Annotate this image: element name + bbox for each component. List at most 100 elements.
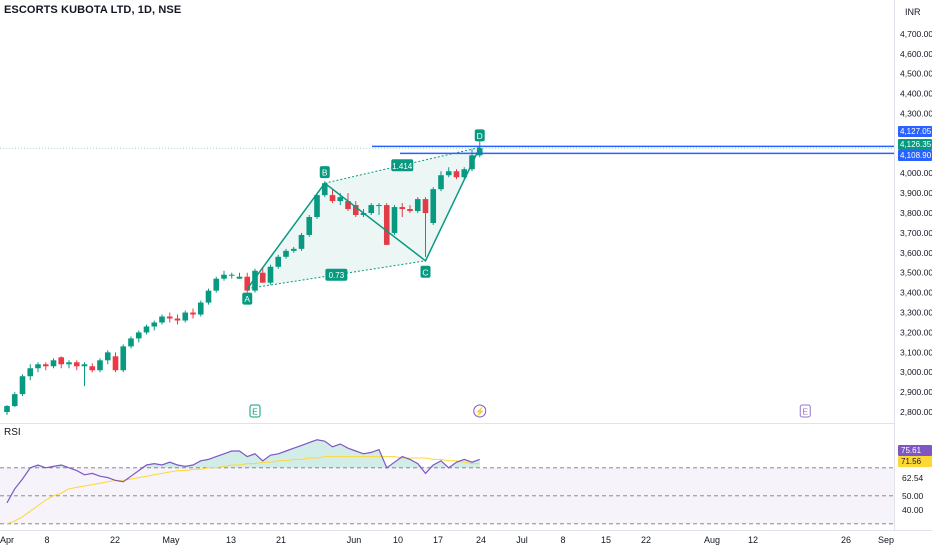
price-label-bg [898,126,932,137]
candles-layer[interactable] [4,141,483,416]
currency-label: INR [905,7,921,17]
pattern-point-label: C [422,267,428,277]
time-tick-label: 22 [641,535,651,545]
candle-body [414,199,421,212]
time-tick-label: 17 [433,535,443,545]
pattern-point-label-bg [474,129,485,142]
symbol-title[interactable]: ESCORTS KUBOTA LTD, 1D, NSE [4,4,182,16]
candle-body [159,316,165,323]
time-tick-label: Jul [516,535,528,545]
earnings-marker-bg [799,404,811,418]
candle-body [267,266,274,283]
candle-body [391,207,398,233]
pattern-point-label-bg [420,265,431,278]
event-markers[interactable]: E ⚡ E [249,404,811,418]
candle-body [360,213,367,216]
candle-body [4,406,10,413]
price-axis[interactable]: INR 4,700.00 4,600.00 4,500.00 4,400.00 4,300… [0,7,932,417]
price-tick-label: 3,300.00 [900,308,932,318]
candle-body [298,234,305,249]
lightning-icon: ⚡ [474,407,485,418]
time-axis[interactable]: Apr 8 22 May 13 21 Jun 10 17 24 Jul 8 15 22 Aug 12 26 Sep [0,535,894,545]
price-tick-label: 3,800.00 [900,208,932,218]
candle-body [197,302,204,315]
dividend-marker-bg [473,404,487,418]
price-labels: 4,127.05 4,126.35 4,108.90 [372,126,932,161]
rsi-line [6,439,480,504]
time-tick-label: 26 [841,535,851,545]
candle-body [11,394,18,407]
candle-body [120,346,127,371]
candle-body [445,171,452,176]
candle-body [27,368,34,377]
price-tick-label: 3,500.00 [900,268,932,278]
price-tick-label: 2,900.00 [900,387,932,397]
price-label-bg [898,139,932,150]
candle-body [337,197,344,202]
rsi-value-label: 71.56 [901,457,922,466]
candle-body [453,171,460,178]
price-label: 4,127.05 [900,127,932,136]
price-tick-label: 3,700.00 [900,228,932,238]
earnings-marker: E [802,407,808,417]
candle-body [50,360,57,367]
candle-body [352,205,359,216]
harmonic-pattern[interactable]: A B C D 1.414 0.73 [242,129,485,305]
candle-body [228,274,235,276]
candle-body [213,278,220,291]
candle-body [151,322,158,327]
price-tick-label: 3,400.00 [900,288,932,298]
candle-body [368,205,375,214]
candle-body [190,312,196,315]
candle-body [376,205,382,207]
candle-body [290,248,297,251]
candle-body [182,312,189,321]
price-tick-label: 4,300.00 [900,109,932,119]
candle-body [89,366,96,371]
time-tick-label: Jun [347,535,362,545]
rsi-title[interactable]: RSI [4,427,21,438]
candle-body [58,357,65,365]
candle-body [143,326,150,333]
rsi-tick-label: 50.00 [902,491,924,501]
price-tick-label: 3,000.00 [900,367,932,377]
candle-body [476,148,483,156]
time-tick-label: 22 [110,535,120,545]
price-tick-label: 3,900.00 [900,188,932,198]
candle-body [66,362,72,365]
price-tick-label: 4,600.00 [900,49,932,59]
pattern-point-label: B [322,168,328,178]
candle-body [407,209,413,212]
candle-body [306,217,313,235]
candle-body [275,256,282,267]
price-tick-label: 3,200.00 [900,327,932,337]
candle-body [461,169,468,178]
rsi-tick-label: 40.00 [902,505,924,515]
candle-body [329,195,336,202]
candle-body [104,352,111,361]
price-tick-label: 2,800.00 [900,407,932,417]
candle-body [42,364,49,367]
pattern-point-label: D [477,131,483,141]
candle-body [19,376,26,395]
pattern-ratio-bg [325,268,348,281]
pattern-ratio-bg [391,159,414,172]
pattern-ratio-label: 0.73 [329,271,345,280]
rsi-lines [6,439,480,525]
price-tick-label: 3,100.00 [900,347,932,357]
candle-body [174,318,181,321]
time-tick-label: 13 [226,535,236,545]
candle-body [399,207,406,210]
price-label: 4,126.35 [900,140,932,149]
candle-body [112,356,119,371]
time-tick-label: 8 [560,535,565,545]
candle-body [314,195,320,218]
candle-body [422,199,429,214]
time-tick-label: 21 [276,535,286,545]
candle-body [166,316,173,319]
price-tick-label: 4,000.00 [900,168,932,178]
candle-body [430,189,437,223]
